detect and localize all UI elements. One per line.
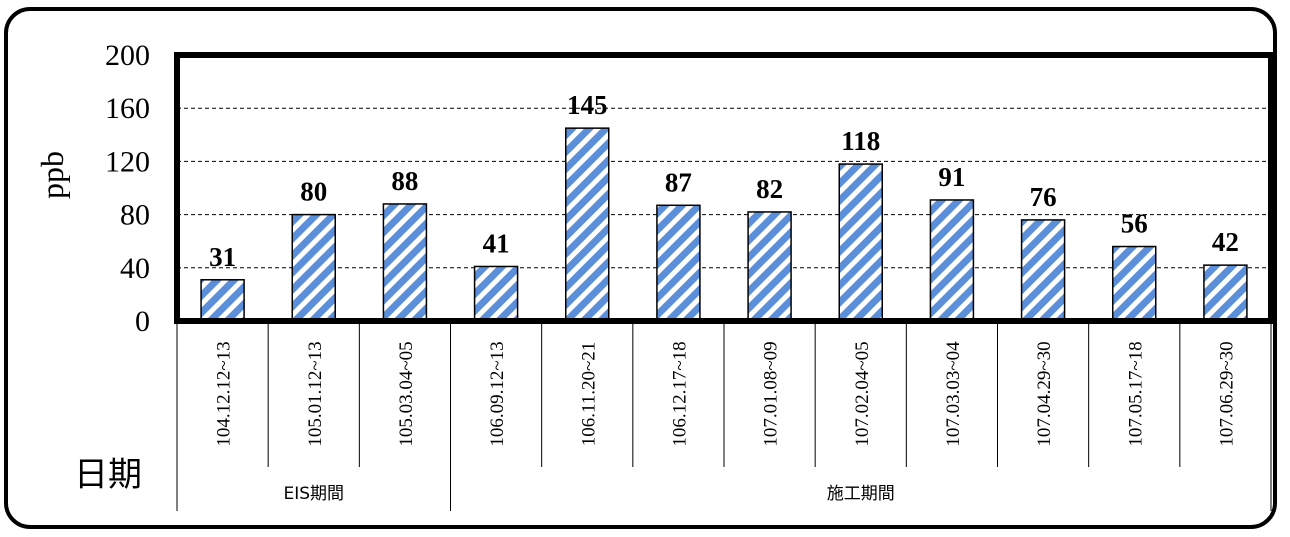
data-label: 88 <box>391 166 418 196</box>
x-axis-label: 日期 <box>74 455 142 495</box>
category-label: 106.12.17~18 <box>669 341 690 446</box>
y-tick-label: 40 <box>120 252 150 285</box>
y-tick-label: 200 <box>105 39 150 72</box>
bar <box>1203 264 1248 322</box>
data-label: 80 <box>300 177 327 207</box>
category-label: 105.03.04~05 <box>396 341 417 446</box>
bar <box>200 279 245 322</box>
category-label: 107.02.04~05 <box>852 341 873 446</box>
data-label: 87 <box>665 167 692 197</box>
bar <box>838 163 883 322</box>
plot-border <box>174 52 1274 324</box>
y-tick-label: 120 <box>105 145 150 178</box>
category-label: 107.01.08~09 <box>761 341 782 446</box>
bar <box>929 199 975 322</box>
y-axis-label: ppb <box>34 151 70 199</box>
bar <box>291 213 336 322</box>
data-label: 76 <box>1030 182 1057 212</box>
bar <box>747 211 792 322</box>
category-label: 107.06.29~30 <box>1216 341 1237 446</box>
bar <box>1020 219 1066 322</box>
group-label: EIS期間 <box>283 484 344 504</box>
y-tick-label: 0 <box>135 305 150 338</box>
data-label: 56 <box>1121 209 1148 239</box>
data-label: 41 <box>483 228 510 258</box>
bar <box>473 265 519 322</box>
bar <box>656 204 701 322</box>
data-label: 42 <box>1212 227 1239 257</box>
category-label: 105.01.12~13 <box>305 341 326 446</box>
category-label: 107.04.29~30 <box>1034 341 1055 446</box>
data-label: 118 <box>841 126 880 156</box>
category-label: 106.11.20~21 <box>578 342 599 447</box>
category-label: 107.03.03~04 <box>943 341 964 447</box>
category-label: 106.09.12~13 <box>487 341 508 446</box>
y-tick-label: 80 <box>120 199 150 232</box>
data-label: 82 <box>756 174 783 204</box>
data-label: 31 <box>209 242 236 272</box>
category-label: 104.12.12~13 <box>214 341 235 446</box>
group-label: 施工期間 <box>827 484 895 504</box>
data-label: 91 <box>938 162 965 192</box>
bar <box>382 203 428 322</box>
bar <box>565 127 610 322</box>
bar <box>1112 245 1157 322</box>
category-label: 107.05.17~18 <box>1125 341 1146 446</box>
y-tick-label: 160 <box>105 92 150 125</box>
data-label: 145 <box>567 90 608 120</box>
